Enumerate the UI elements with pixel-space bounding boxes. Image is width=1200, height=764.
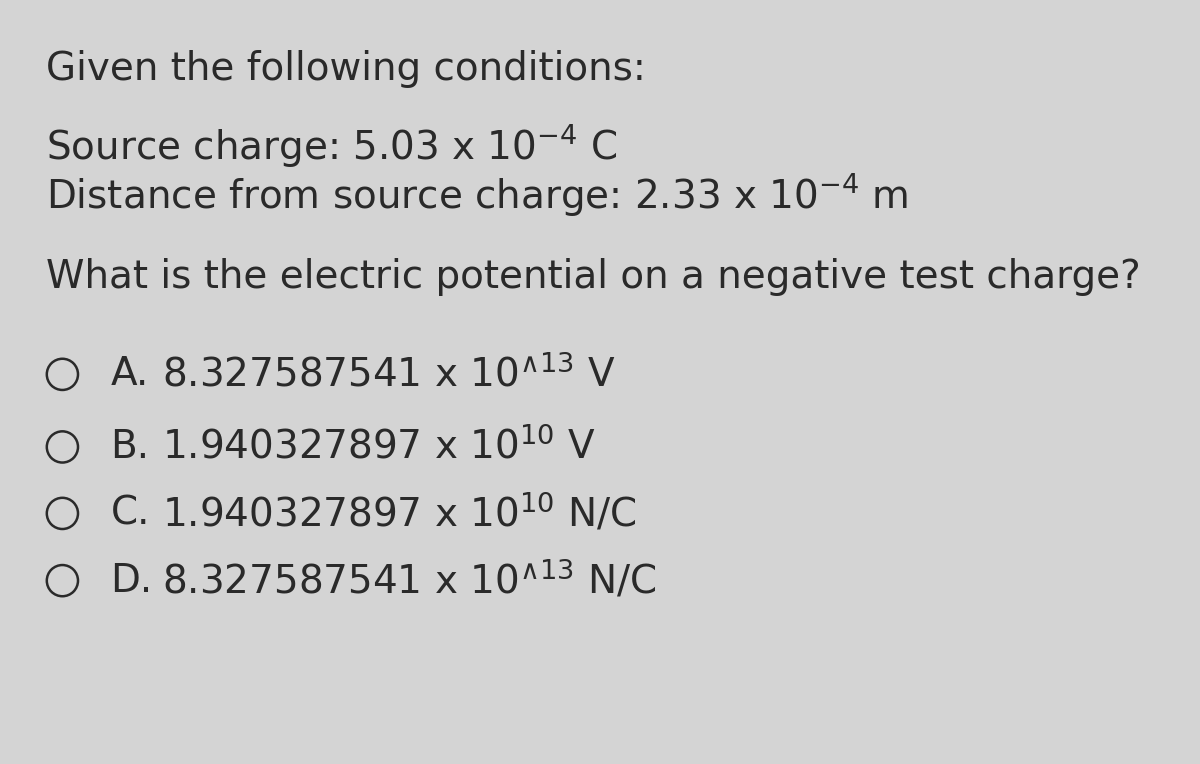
Text: What is the electric potential on a negative test charge?: What is the electric potential on a nega…	[46, 257, 1140, 296]
Text: A.: A.	[110, 355, 149, 393]
Text: 1.940327897 x 10$^{10}$ V: 1.940327897 x 10$^{10}$ V	[162, 427, 595, 467]
Text: Given the following conditions:: Given the following conditions:	[46, 50, 646, 88]
Text: B.: B.	[110, 428, 150, 466]
Text: 8.327587541 x 10$^{\wedge 13}$ N/C: 8.327587541 x 10$^{\wedge 13}$ N/C	[162, 559, 656, 602]
Text: D.: D.	[110, 562, 152, 600]
Text: Distance from source charge: 2.33 x 10$^{-4}$ m: Distance from source charge: 2.33 x 10$^…	[46, 171, 908, 219]
Text: 8.327587541 x 10$^{\wedge 13}$ V: 8.327587541 x 10$^{\wedge 13}$ V	[162, 354, 616, 394]
Text: 1.940327897 x 10$^{10}$ N/C: 1.940327897 x 10$^{10}$ N/C	[162, 492, 636, 535]
Text: C.: C.	[110, 494, 150, 533]
Text: Source charge: 5.03 x 10$^{-4}$ C: Source charge: 5.03 x 10$^{-4}$ C	[46, 121, 617, 169]
